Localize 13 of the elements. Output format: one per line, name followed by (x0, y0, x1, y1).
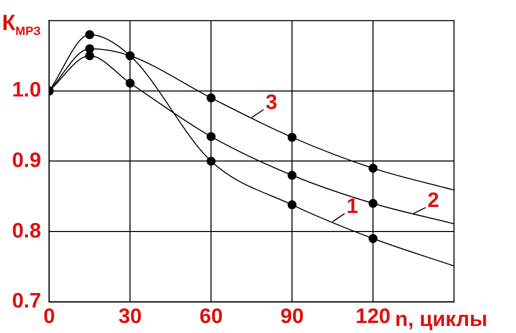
x-tick-label: 0 (43, 305, 56, 328)
x-tick-label: 60 (199, 305, 223, 328)
x-tick-label: 120 (356, 305, 391, 328)
x-axis-title: n, циклы (395, 308, 488, 332)
x-tick-label: 30 (118, 305, 142, 328)
legend-label: 1 (346, 194, 359, 218)
legend-label: 2 (428, 188, 440, 212)
y-tick-label: 0.9 (12, 148, 42, 172)
y-tick-label: 1.0 (12, 78, 42, 102)
y-tick-label: 0.7 (12, 290, 42, 313)
y-tick-label: 0.8 (12, 219, 42, 242)
x-tick-label: 90 (280, 305, 304, 328)
legend-label: 3 (266, 90, 278, 114)
